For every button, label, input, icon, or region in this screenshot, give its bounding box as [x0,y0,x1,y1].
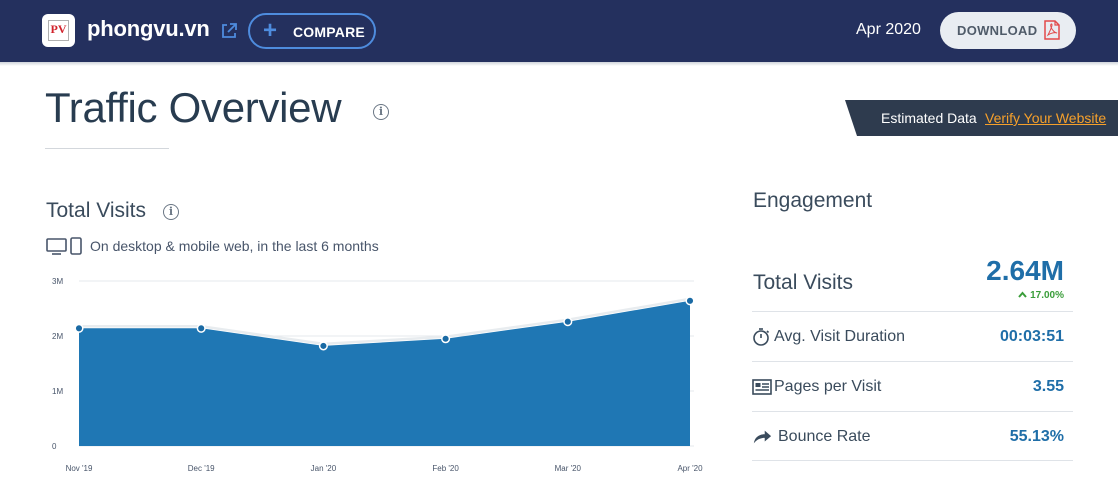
x-tick-label: Apr '20 [677,464,703,473]
period-label: Apr 2020 [856,21,921,38]
x-tick-label: Feb '20 [432,464,459,473]
data-point [74,323,84,333]
engagement-total-visits-value: 2.64M [986,255,1064,286]
info-icon[interactable]: i [373,104,389,120]
total-visits-subtitle: On desktop & mobile web, in the last 6 m… [90,238,379,254]
pages-per-visit-label: Pages per Visit [774,378,882,395]
x-tick-label: Mar '20 [555,464,582,473]
estimated-data-label: Estimated Data [881,110,977,126]
engagement-total-visits-label: Total Visits [753,271,853,294]
pages-per-visit-value: 3.55 [1032,378,1064,395]
pdf-icon [1044,20,1060,40]
avg-visit-duration-label: Avg. Visit Duration [774,328,906,345]
page-title: Traffic Overview [45,84,342,131]
estimated-data-ribbon: Estimated Data Verify Your Website [845,100,1118,136]
verify-website-link[interactable]: Verify Your Website [985,110,1107,126]
series-line [79,297,691,346]
y-tick-label: 1M [52,387,63,396]
site-logo-mark: PV [48,20,69,41]
y-tick-label: 3M [52,277,63,286]
plus-icon: + [263,17,278,44]
timer-icon [753,328,770,346]
x-tick-label: Dec '19 [188,464,215,473]
bounce-rate-row: Bounce Rate 55.13% [752,411,1073,461]
pages-per-visit-row: Pages per Visit 3.55 [752,361,1073,411]
header-shadow [0,62,1118,66]
data-point [563,317,573,327]
top-bar: PV phongvu.vn + COMPARE Apr 2020 DOWNLOA… [0,0,1118,62]
avg-visit-duration-row: Avg. Visit Duration 00:03:51 [752,311,1073,361]
pages-icon [752,379,772,395]
arrow-up-icon [1018,290,1027,301]
data-point [318,341,328,351]
y-tick-label: 2M [52,332,63,341]
download-button[interactable]: DOWNLOAD [940,12,1076,49]
info-icon[interactable]: i [163,204,179,220]
external-link-icon[interactable] [220,22,238,40]
x-tick-label: Nov '19 [66,464,93,473]
engagement-title: Engagement [753,189,873,212]
x-tick-label: Jan '20 [311,464,337,473]
bounce-arrow-icon [753,430,772,444]
bounce-rate-value: 55.13% [1009,428,1064,445]
visits-change-badge: 17.00% [1018,290,1064,301]
total-visits-title: Total Visits [46,199,146,222]
data-point [685,296,695,306]
logo-text: PV [50,22,67,36]
data-point [441,334,451,344]
engagement-divider [752,460,1073,461]
download-button-label: DOWNLOAD [957,23,1038,38]
total-visits-chart: 0 1M 2M 3M Nov '19 Dec '19 Jan '20 Feb '20 Mar '… [52,277,703,473]
ribbon-background [845,100,1118,136]
title-underline [45,148,169,149]
visits-change-value: 17.00% [1030,290,1064,301]
site-logo[interactable]: PV [42,14,75,47]
avg-visit-duration-value: 00:03:51 [999,328,1064,345]
compare-button[interactable]: + COMPARE [248,13,376,49]
data-point [196,323,206,333]
y-tick-label: 0 [52,442,57,451]
compare-button-label: COMPARE [293,24,365,40]
desktop-mobile-icon [46,237,82,255]
area-fill [79,300,690,446]
bounce-rate-label: Bounce Rate [778,428,871,445]
site-name[interactable]: phongvu.vn [87,16,210,41]
